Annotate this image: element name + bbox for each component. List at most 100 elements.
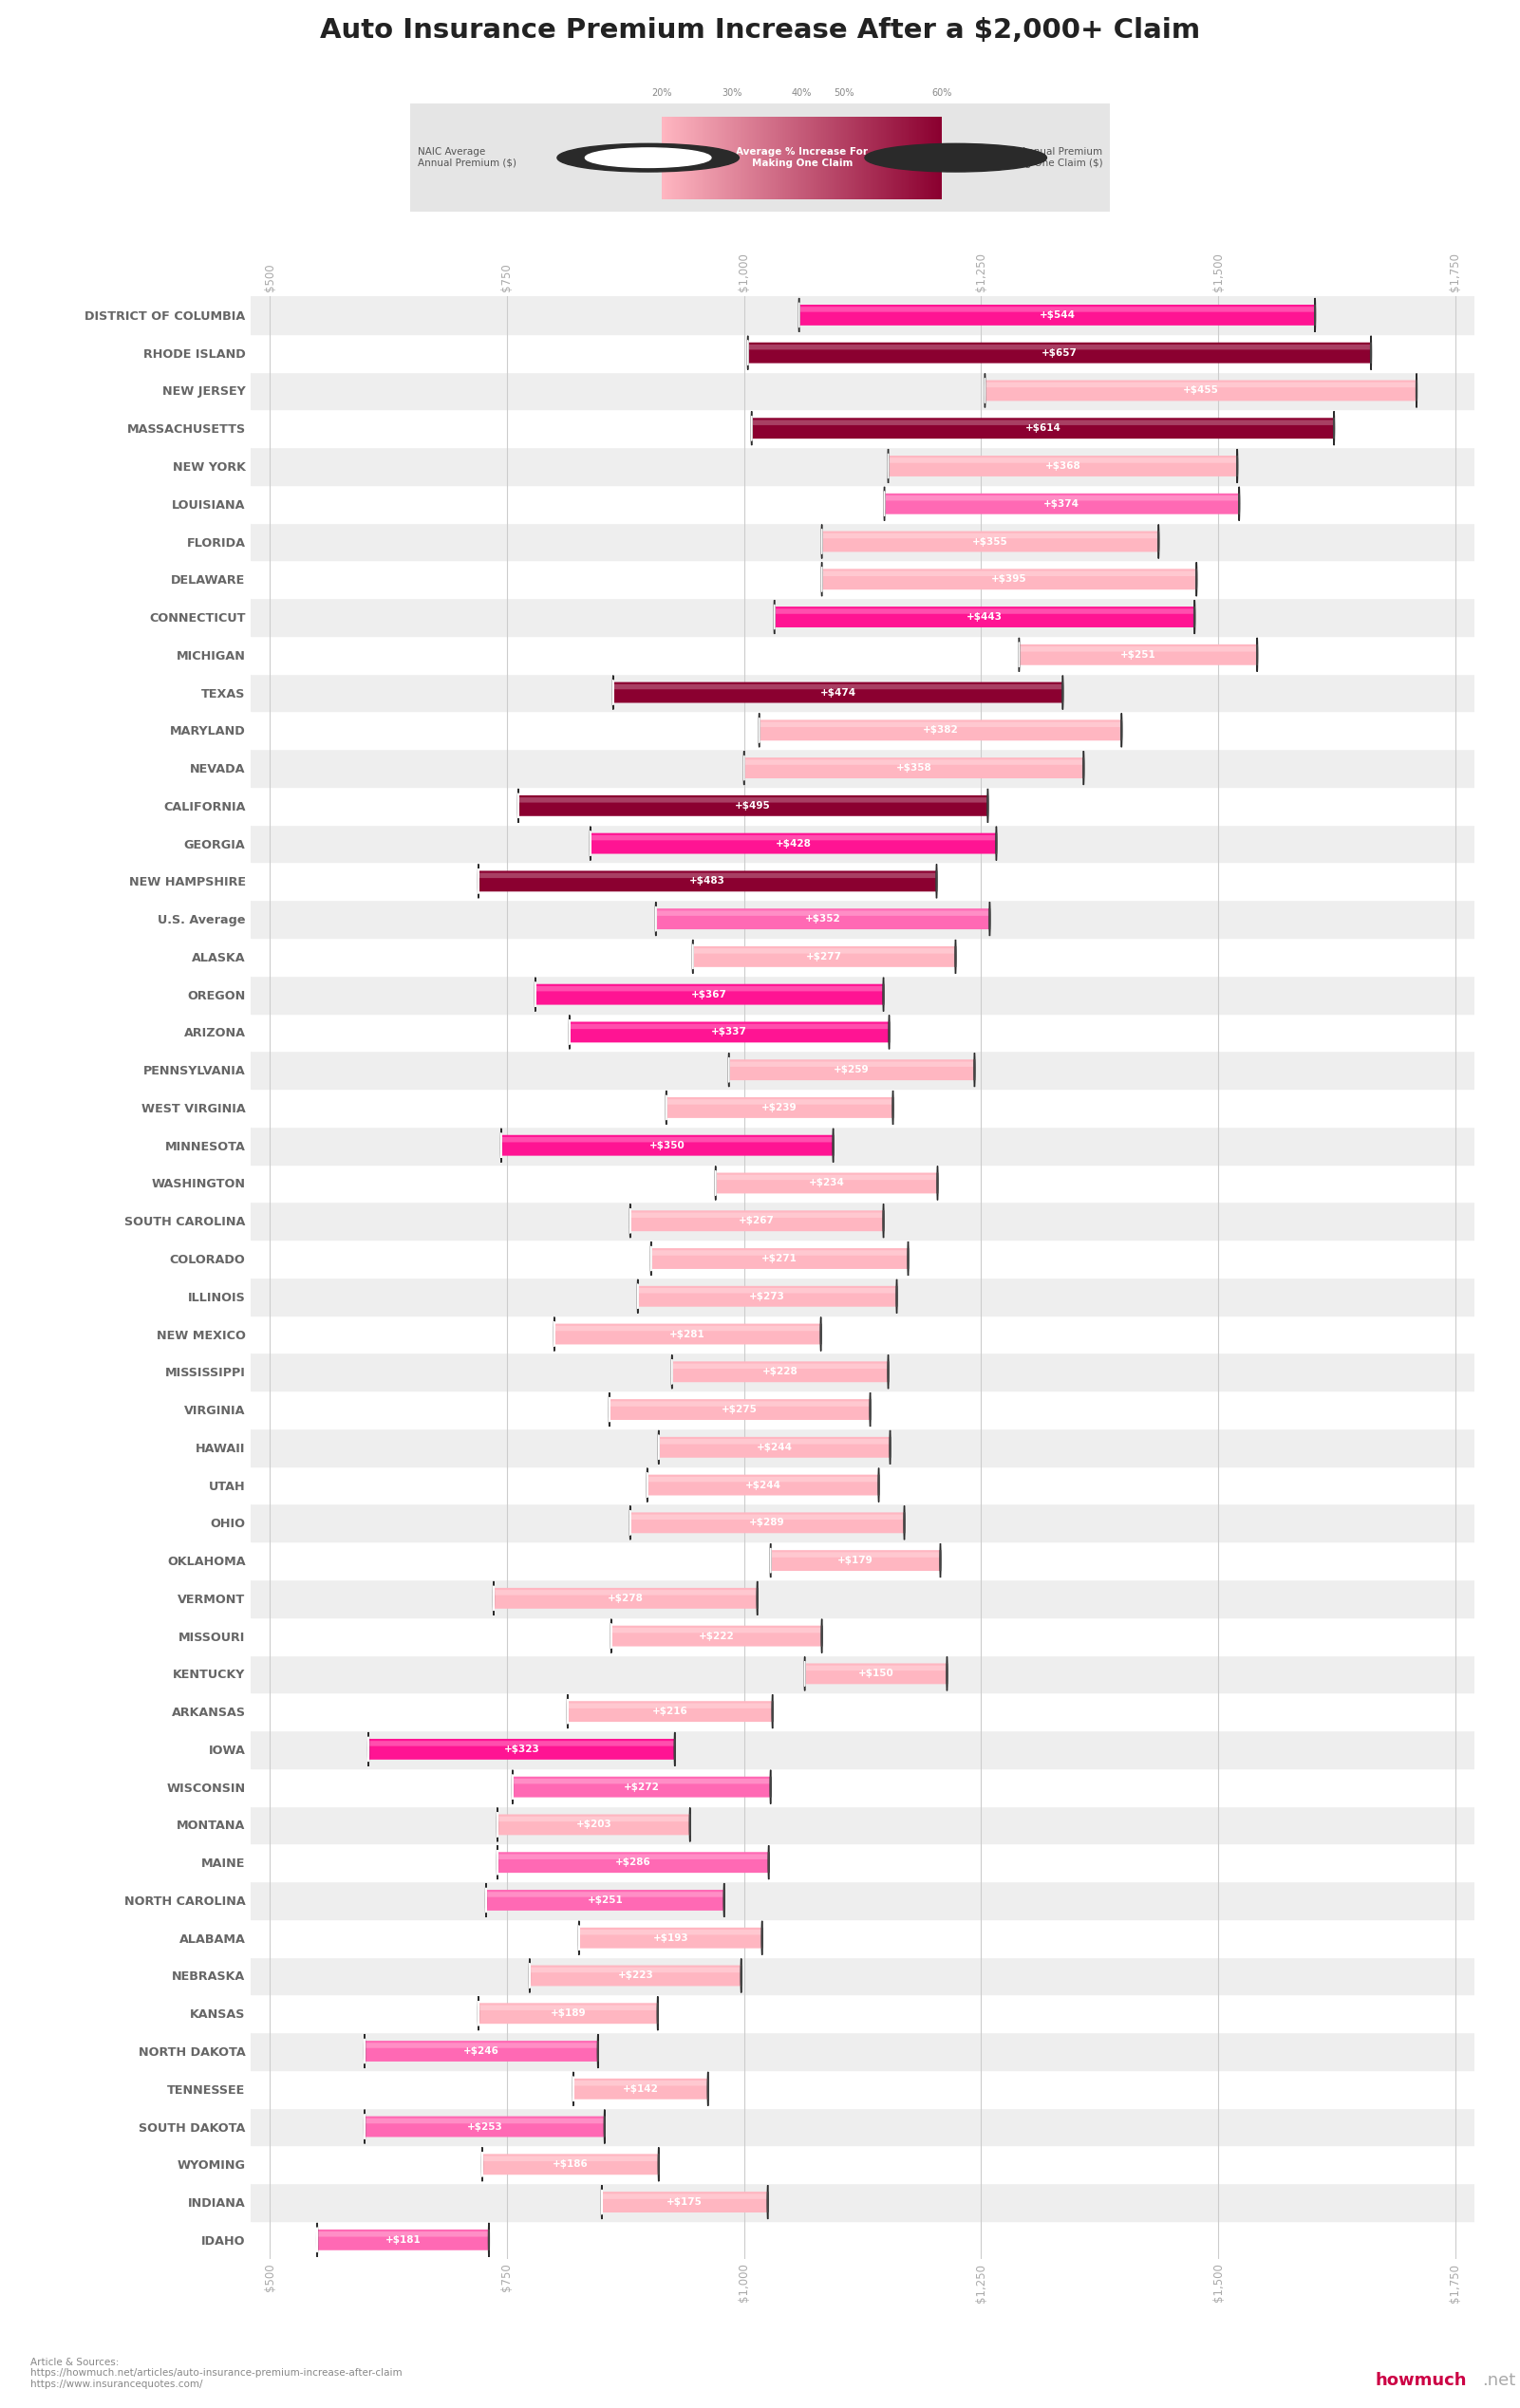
Text: +$368: +$368 (1044, 462, 1081, 470)
Text: +$367: +$367 (692, 990, 728, 999)
Text: +$614: +$614 (1024, 424, 1061, 433)
Text: +$150: +$150 (857, 1669, 894, 1678)
Text: +$239: +$239 (762, 1103, 798, 1112)
FancyBboxPatch shape (1018, 645, 1257, 665)
FancyBboxPatch shape (885, 494, 1239, 515)
Bar (251, 749, 1474, 787)
Text: +$350: +$350 (649, 1141, 686, 1151)
Text: 60%: 60% (932, 89, 952, 99)
Bar (251, 1127, 1474, 1163)
Bar (251, 1014, 1474, 1050)
FancyBboxPatch shape (570, 1021, 889, 1043)
FancyBboxPatch shape (613, 684, 1062, 689)
FancyBboxPatch shape (502, 1137, 833, 1141)
Text: +$179: +$179 (838, 1556, 874, 1565)
FancyBboxPatch shape (743, 759, 1084, 766)
Text: +$273: +$273 (749, 1291, 786, 1300)
Bar (251, 1580, 1474, 1618)
FancyBboxPatch shape (579, 1926, 762, 1948)
Bar (251, 937, 1474, 975)
FancyBboxPatch shape (1018, 645, 1257, 653)
Text: +$275: +$275 (722, 1404, 758, 1413)
Bar (251, 1505, 1474, 1541)
Bar (251, 2107, 1474, 2146)
FancyBboxPatch shape (651, 1247, 907, 1269)
FancyBboxPatch shape (611, 1625, 822, 1647)
FancyBboxPatch shape (822, 568, 1196, 590)
Bar (251, 787, 1474, 824)
Bar (251, 1240, 1474, 1276)
Text: +$278: +$278 (608, 1594, 643, 1604)
Bar (251, 296, 1474, 335)
FancyBboxPatch shape (985, 383, 1417, 388)
FancyBboxPatch shape (497, 1813, 690, 1835)
FancyBboxPatch shape (479, 2003, 658, 2023)
FancyBboxPatch shape (529, 1967, 742, 1972)
Bar (251, 1767, 1474, 1806)
FancyBboxPatch shape (804, 1664, 947, 1683)
FancyBboxPatch shape (555, 1324, 821, 1344)
Bar (251, 1994, 1474, 2032)
Bar (251, 1541, 1474, 1580)
Text: +$186: +$186 (553, 2160, 588, 2170)
Bar (251, 335, 1474, 371)
FancyBboxPatch shape (365, 2040, 597, 2061)
Circle shape (865, 144, 1047, 171)
Text: +$483: +$483 (690, 877, 725, 886)
FancyBboxPatch shape (610, 1401, 869, 1406)
FancyBboxPatch shape (602, 2191, 768, 2213)
Text: Auto Insurance Premium Increase After a $2,000+ Claim: Auto Insurance Premium Increase After a … (319, 17, 1201, 43)
FancyBboxPatch shape (631, 1512, 904, 1534)
Bar (251, 1618, 1474, 1654)
Bar (251, 484, 1474, 523)
Bar (251, 2032, 1474, 2071)
Text: 20%: 20% (652, 89, 672, 99)
FancyBboxPatch shape (888, 458, 1237, 462)
FancyBboxPatch shape (651, 1250, 907, 1255)
Bar (251, 448, 1474, 484)
Text: +$355: +$355 (973, 537, 1008, 547)
FancyBboxPatch shape (318, 2230, 489, 2249)
Bar (251, 597, 1474, 636)
Text: +$323: +$323 (503, 1743, 540, 1753)
Bar (251, 975, 1474, 1014)
FancyBboxPatch shape (529, 1965, 742, 1987)
FancyBboxPatch shape (800, 306, 1315, 313)
FancyBboxPatch shape (743, 759, 1084, 778)
Bar (251, 1654, 1474, 1693)
Text: +$358: +$358 (895, 763, 932, 773)
Text: +$443: +$443 (967, 612, 1003, 621)
Bar (251, 824, 1474, 862)
FancyBboxPatch shape (590, 833, 996, 855)
FancyBboxPatch shape (730, 1062, 974, 1067)
Bar (251, 1806, 1474, 1845)
FancyBboxPatch shape (573, 2081, 708, 2085)
Bar (251, 371, 1474, 409)
FancyBboxPatch shape (672, 1361, 888, 1382)
FancyBboxPatch shape (885, 496, 1239, 501)
FancyBboxPatch shape (602, 2194, 768, 2199)
Text: 40%: 40% (792, 89, 812, 99)
FancyBboxPatch shape (771, 1551, 941, 1570)
Bar (251, 901, 1474, 937)
FancyBboxPatch shape (318, 2232, 489, 2237)
FancyBboxPatch shape (800, 306, 1315, 325)
Text: Average Annual Premium
After Making One Claim ($): Average Annual Premium After Making One … (968, 147, 1102, 169)
Text: +$657: +$657 (1041, 349, 1078, 356)
FancyBboxPatch shape (497, 1852, 769, 1873)
Bar (251, 710, 1474, 749)
FancyBboxPatch shape (751, 419, 1335, 426)
FancyBboxPatch shape (751, 419, 1335, 438)
FancyBboxPatch shape (748, 344, 1371, 349)
FancyBboxPatch shape (631, 1211, 883, 1230)
FancyBboxPatch shape (611, 1628, 822, 1633)
Text: +$193: +$193 (652, 1934, 689, 1943)
Text: +$337: +$337 (711, 1028, 748, 1038)
FancyBboxPatch shape (613, 681, 1062, 703)
FancyBboxPatch shape (365, 2119, 605, 2124)
Text: +$203: +$203 (576, 1820, 611, 1830)
FancyBboxPatch shape (985, 380, 1417, 400)
FancyBboxPatch shape (771, 1553, 941, 1558)
Circle shape (585, 147, 711, 169)
FancyBboxPatch shape (479, 2006, 658, 2011)
